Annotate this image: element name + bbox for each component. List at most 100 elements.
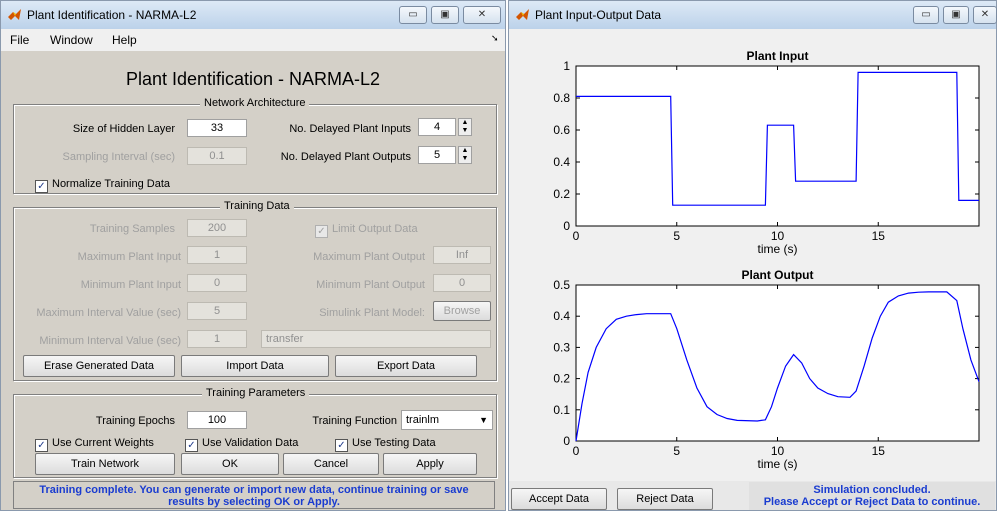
status-line-1: Simulation concluded.	[813, 484, 931, 496]
delayed-inputs-input[interactable]: 4	[418, 118, 456, 136]
training-epochs-label: Training Epochs	[95, 415, 175, 427]
minimize-icon[interactable]: ▭	[913, 6, 939, 24]
ok-button[interactable]: OK	[181, 453, 279, 475]
x-tick-label: 10	[771, 229, 785, 243]
use-testing-data-label: Use Testing Data	[352, 437, 436, 449]
reject-data-button[interactable]: Reject Data	[617, 488, 713, 510]
chevron-down-icon: ▼	[479, 415, 488, 425]
plot-axes-box	[575, 284, 980, 442]
delayed-outputs-input[interactable]: 5	[418, 146, 456, 164]
y-tick-label: 0.1	[553, 403, 570, 417]
status-message: Training complete. You can generate or i…	[13, 481, 495, 509]
normalize-label: Normalize Training Data	[52, 178, 170, 190]
use-testing-data-checkbox[interactable]: ✓ Use Testing Data	[335, 437, 436, 452]
minimize-icon[interactable]: ▭	[399, 6, 427, 24]
delayed-outputs-spinner[interactable]: ▲ ▼	[458, 146, 472, 164]
min-plant-input-label: Minimum Plant Input	[80, 279, 181, 291]
import-data-button[interactable]: Import Data	[181, 355, 329, 377]
training-epochs-input[interactable]: 100	[187, 411, 247, 429]
window-title: Plant Input-Output Data	[535, 8, 662, 22]
max-interval-field: 5	[187, 302, 247, 320]
use-current-weights-label: Use Current Weights	[52, 437, 154, 449]
min-interval-label: Minimum Interval Value (sec)	[39, 335, 181, 347]
menu-file[interactable]: File	[10, 33, 30, 47]
erase-generated-data-button[interactable]: Erase Generated Data	[23, 355, 175, 377]
network-architecture-group: Network Architecture	[13, 97, 497, 194]
browse-button[interactable]: Browse	[433, 301, 491, 321]
checkmark-icon: ✓	[335, 439, 348, 452]
y-tick-label: 0.3	[553, 340, 570, 354]
x-axis-label: time (s)	[758, 457, 798, 471]
max-plant-input-field: 1	[187, 246, 247, 264]
y-tick-label: 0.4	[553, 309, 570, 323]
limit-output-checkbox: ✓ Limit Output Data	[315, 223, 418, 238]
hidden-layer-input[interactable]: 33	[187, 119, 247, 137]
title-bar: Plant Identification - NARMA-L2 ▭ ▣ ✕	[1, 1, 505, 29]
status-line-1: Training complete. You can generate or i…	[39, 484, 469, 496]
checkmark-icon: ✓	[185, 439, 198, 452]
limit-output-label: Limit Output Data	[332, 223, 418, 235]
group-title: Training Data	[220, 200, 294, 212]
plot-title: Plant Output	[742, 268, 814, 282]
x-tick-label: 5	[673, 444, 680, 458]
max-plant-input-label: Maximum Plant Input	[77, 251, 181, 263]
training-parameters-group: Training Parameters	[13, 387, 497, 478]
min-plant-input-field: 0	[187, 274, 247, 292]
x-tick-label: 15	[872, 229, 886, 243]
use-current-weights-checkbox[interactable]: ✓ Use Current Weights	[35, 437, 154, 452]
menu-window[interactable]: Window	[50, 33, 93, 47]
y-tick-label: 0	[563, 219, 570, 233]
plot-title: Plant Input	[747, 49, 809, 63]
checkmark-icon: ✓	[35, 439, 48, 452]
y-tick-label: 0.6	[553, 123, 570, 137]
x-tick-label: 0	[573, 444, 580, 458]
y-tick-label: 0.8	[553, 91, 570, 105]
close-icon[interactable]: ✕	[463, 6, 501, 24]
cancel-button[interactable]: Cancel	[283, 453, 379, 475]
training-samples-input: 200	[187, 219, 247, 237]
sampling-interval-input: 0.1	[187, 147, 247, 165]
y-tick-label: 0	[563, 434, 570, 448]
simulink-model-label: Simulink Plant Model:	[319, 307, 425, 319]
y-tick-label: 1	[563, 59, 570, 73]
close-icon[interactable]: ✕	[973, 6, 997, 24]
matlab-logo-icon	[8, 9, 21, 20]
maximize-icon[interactable]: ▣	[943, 6, 969, 24]
menu-help[interactable]: Help	[112, 33, 137, 47]
training-function-value: trainlm	[406, 414, 440, 426]
x-tick-label: 15	[872, 444, 886, 458]
use-validation-data-label: Use Validation Data	[202, 437, 299, 449]
max-plant-output-label: Maximum Plant Output	[313, 251, 425, 263]
max-interval-label: Maximum Interval Value (sec)	[36, 307, 181, 319]
delayed-inputs-label: No. Delayed Plant Inputs	[289, 123, 411, 135]
training-data-group: Training Data	[13, 200, 497, 381]
accept-data-button[interactable]: Accept Data	[511, 488, 607, 510]
x-axis-label: time (s)	[758, 242, 798, 256]
min-plant-output-label: Minimum Plant Output	[316, 279, 425, 291]
x-tick-label: 0	[573, 229, 580, 243]
training-function-select[interactable]: trainlm ▼	[401, 410, 493, 430]
apply-button[interactable]: Apply	[383, 453, 477, 475]
maximize-icon[interactable]: ▣	[431, 6, 459, 24]
status-line-2: results by selecting OK or Apply.	[168, 496, 340, 508]
train-network-button[interactable]: Train Network	[35, 453, 175, 475]
status-line-2: Please Accept or Reject Data to continue…	[763, 496, 981, 508]
delayed-inputs-spinner[interactable]: ▲ ▼	[458, 118, 472, 136]
max-plant-output-field: Inf	[433, 246, 491, 264]
menu-bar: File Window Help ➘	[1, 29, 505, 51]
export-data-button[interactable]: Export Data	[335, 355, 477, 377]
group-title: Training Parameters	[202, 387, 310, 399]
normalize-checkbox[interactable]: ✓ Normalize Training Data	[35, 178, 170, 193]
series-line	[576, 71, 979, 206]
use-validation-data-checkbox[interactable]: ✓ Use Validation Data	[185, 437, 298, 452]
page-title: Plant Identification - NARMA-L2	[125, 69, 381, 89]
plant-io-data-window: Plant Input-Output Data ▭ ▣ ✕ Plant Inpu…	[508, 0, 997, 511]
menu-arrow-icon[interactable]: ➘	[491, 33, 499, 43]
training-samples-label: Training Samples	[89, 223, 175, 235]
matlab-logo-icon	[516, 9, 529, 20]
min-plant-output-field: 0	[433, 274, 491, 292]
y-tick-label: 0.5	[553, 278, 570, 292]
plant-identification-window: Plant Identification - NARMA-L2 ▭ ▣ ✕ Fi…	[0, 0, 506, 511]
x-tick-label: 10	[771, 444, 785, 458]
